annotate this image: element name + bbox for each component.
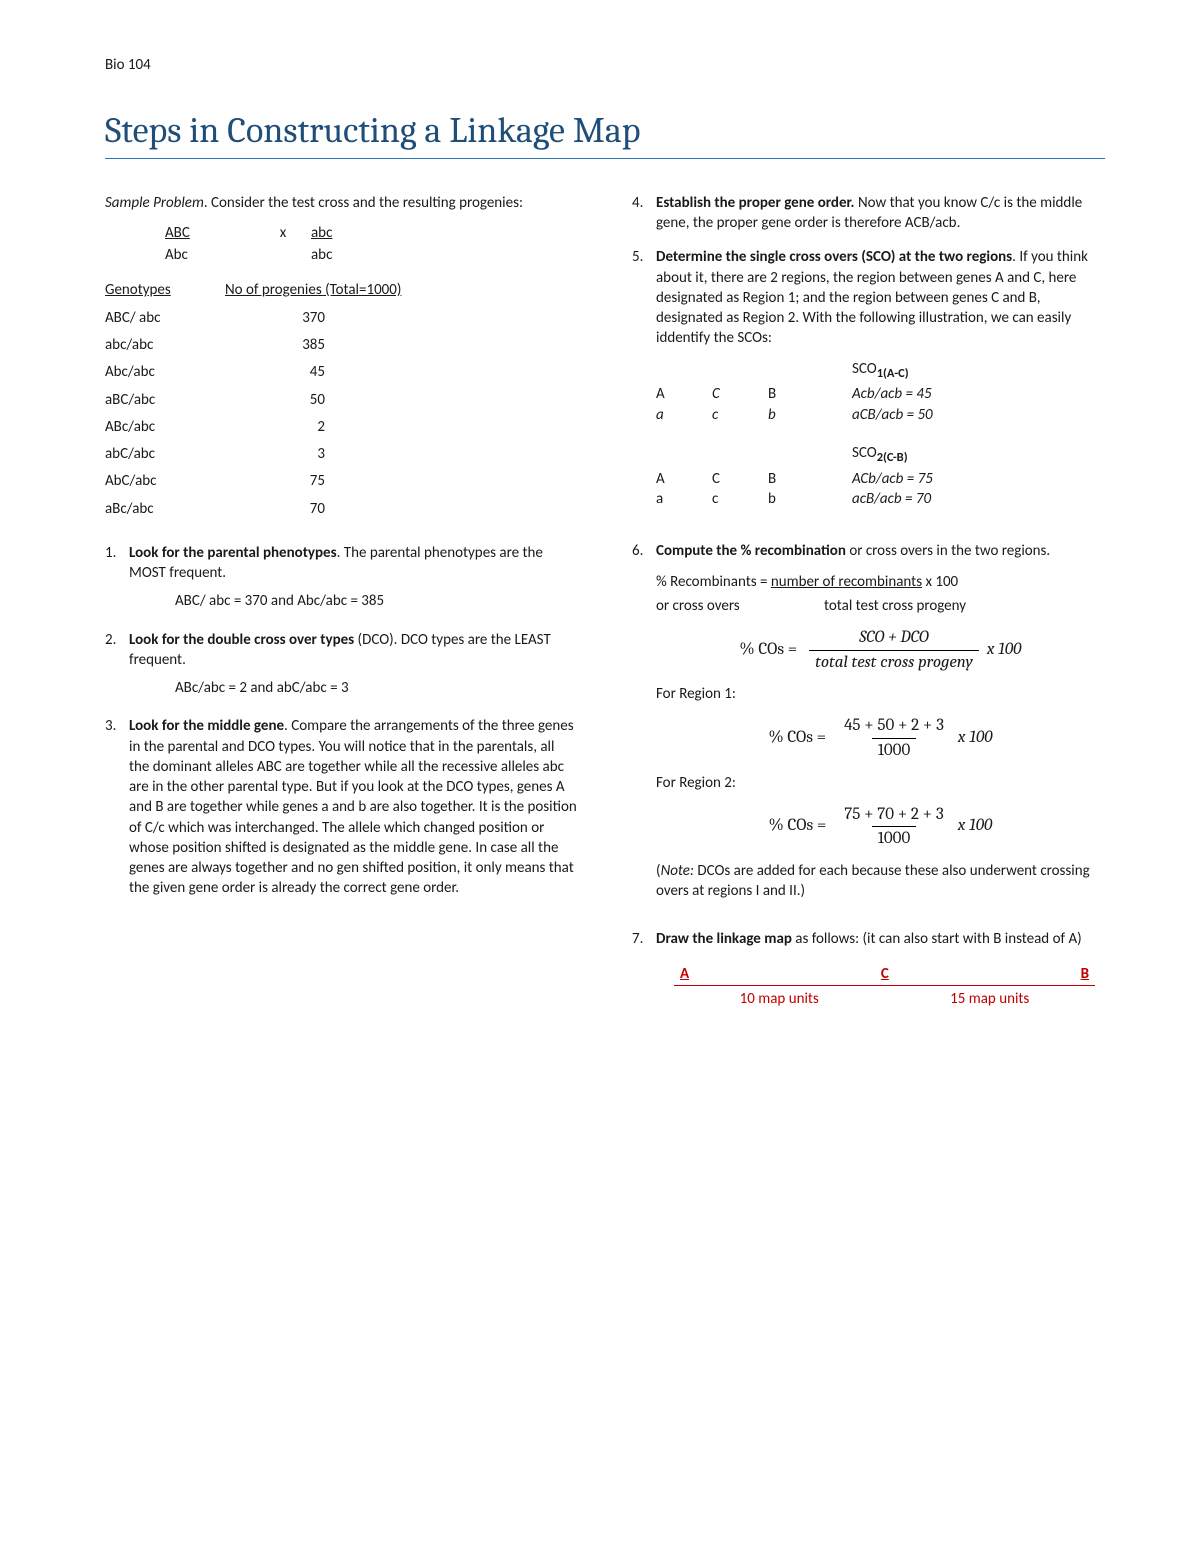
map-gene-b: B [1081, 964, 1089, 984]
step-title: Establish the proper gene order. [656, 194, 855, 212]
table-row: Abc/abc45 [105, 362, 578, 382]
sco2-header: SCO2(C-B) [852, 443, 1105, 467]
table-row: abC/abc3 [105, 444, 578, 464]
dco-note: (Note: DCOs are added for each because t… [656, 861, 1105, 902]
map-gene-a: A [680, 964, 689, 984]
right-column: 4. Establish the proper gene order. Now … [632, 193, 1105, 1023]
eq-generic: % COs = SCO + DCOtotal test cross progen… [656, 628, 1105, 672]
map-units-1: 10 map units [740, 989, 819, 1009]
step-sub: ABC/ abc = 370 and Abc/abc = 385 [175, 591, 578, 611]
page-title: Steps in Constructing a Linkage Map [105, 107, 1105, 159]
step-6: 6. Compute the % recombination or cross … [632, 541, 1105, 915]
cross-x: x [261, 223, 305, 243]
step-4: 4. Establish the proper gene order. Now … [632, 193, 1105, 234]
col-count: No of progenies (Total=1000) [225, 280, 401, 300]
left-column: Sample Problem. Consider the test cross … [105, 193, 578, 1023]
parent1-num: ABC [165, 223, 255, 243]
region2-label: For Region 2: [656, 773, 1105, 793]
intro-text: . Consider the test cross and the result… [204, 194, 523, 212]
parent2-num: abc [311, 223, 401, 243]
step-1: 1. Look for the parental phenotypes. The… [105, 543, 578, 616]
step-text: or cross overs in the two regions. [846, 542, 1050, 560]
step-text: . Compare the arrangements of the three … [129, 717, 577, 897]
step-2: 2. Look for the double cross over types … [105, 630, 578, 703]
parent2-den: abc [311, 245, 401, 265]
map-gene-c: C [881, 964, 889, 984]
step-sub: ABc/abc = 2 and abC/abc = 3 [175, 678, 578, 698]
region1-label: For Region 1: [656, 684, 1105, 704]
sample-problem-intro: Sample Problem. Consider the test cross … [105, 193, 578, 213]
step-3: 3. Look for the middle gene. Compare the… [105, 716, 578, 898]
map-units-2: 15 map units [950, 989, 1029, 1009]
linkage-map: A C B 10 map units 15 map units [674, 964, 1095, 1010]
step-title: Look for the parental phenotypes [129, 544, 337, 562]
step-title: Determine the single cross overs (SCO) a… [656, 248, 1012, 266]
col-genotypes: Genotypes [105, 280, 225, 300]
table-row: ABC/ abc370 [105, 308, 578, 328]
step-text: as follows: (it can also start with B in… [792, 930, 1082, 948]
step-title: Compute the % recombination [656, 542, 846, 560]
pct-recomb-line2: or cross overstotal test cross progeny [656, 596, 1105, 616]
step-title: Look for the double cross over types [129, 631, 354, 649]
steps-left: 1. Look for the parental phenotypes. The… [105, 543, 578, 899]
progeny-table-header: Genotypes No of progenies (Total=1000) [105, 280, 578, 300]
step-title: Look for the middle gene [129, 717, 284, 735]
table-row: AbC/abc75 [105, 471, 578, 491]
step-5: 5. Determine the single cross overs (SCO… [632, 247, 1105, 527]
table-row: aBC/abc50 [105, 390, 578, 410]
parent1-den: Abc [165, 245, 255, 265]
eq-region2: % COs = 75 + 70 + 2 + 31000 x 100 [656, 805, 1105, 849]
sco2-block: SCO2(C-B) ACBACb/acb = 75 acbacB/acb = 7… [656, 443, 1105, 509]
test-cross: ABC x abc Abc abc [165, 223, 578, 266]
step-title: Draw the linkage map [656, 930, 792, 948]
step-7: 7. Draw the linkage map as follows: (it … [632, 929, 1105, 1009]
table-row: ABc/abc2 [105, 417, 578, 437]
table-row: abc/abc385 [105, 335, 578, 355]
course-code: Bio 104 [105, 55, 1105, 75]
steps-right: 4. Establish the proper gene order. Now … [632, 193, 1105, 1009]
sco1-header: SCO1(A-C) [852, 359, 1105, 383]
table-row: aBc/abc70 [105, 499, 578, 519]
progeny-table: ABC/ abc370 abc/abc385 Abc/abc45 aBC/abc… [105, 308, 578, 519]
eq-region1: % COs = 45 + 50 + 2 + 31000 x 100 [656, 716, 1105, 760]
sample-problem-label: Sample Problem [105, 194, 204, 212]
sco1-block: SCO1(A-C) ACBAcb/acb = 45 acbaCB/acb = 5… [656, 359, 1105, 425]
pct-recomb-line1: % Recombinants = number of recombinants … [656, 572, 1105, 592]
